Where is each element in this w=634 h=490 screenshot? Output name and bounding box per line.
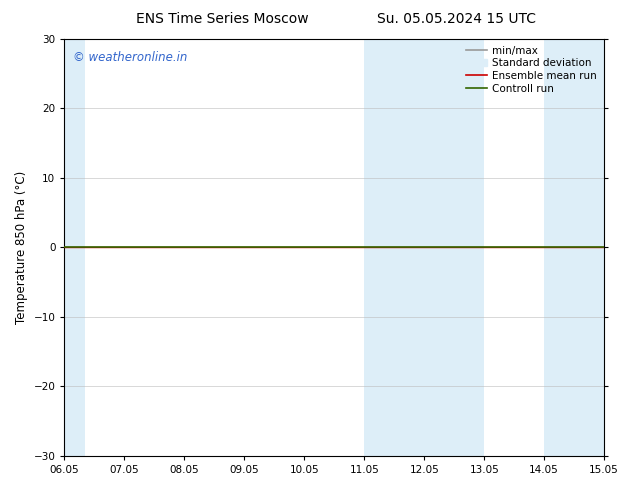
Text: ENS Time Series Moscow: ENS Time Series Moscow [136, 12, 308, 26]
Legend: min/max, Standard deviation, Ensemble mean run, Controll run: min/max, Standard deviation, Ensemble me… [464, 44, 599, 96]
Y-axis label: Temperature 850 hPa (°C): Temperature 850 hPa (°C) [15, 171, 28, 324]
Bar [65, 39, 86, 456]
Text: © weatheronline.in: © weatheronline.in [72, 51, 187, 64]
Bar [365, 39, 484, 456]
Bar [544, 39, 604, 456]
Text: Su. 05.05.2024 15 UTC: Su. 05.05.2024 15 UTC [377, 12, 536, 26]
